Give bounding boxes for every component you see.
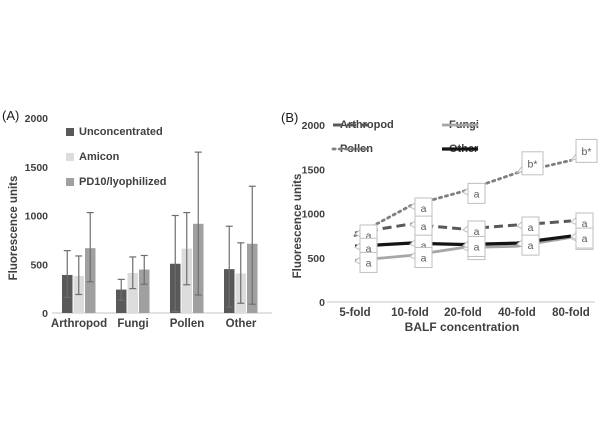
callout-Pollen-80-fold: b* xyxy=(569,138,598,163)
legend-item-Fungi: Fungi xyxy=(442,119,479,131)
panel-b-xtick: 5-fold xyxy=(339,307,370,319)
callout-Other-40-fold: a xyxy=(516,234,540,256)
bar-Fungi-Unconcentrated xyxy=(116,289,127,313)
legend-label: Amicon xyxy=(79,151,120,163)
legend-line-swatch-icon xyxy=(331,147,371,151)
legend-line-swatch-icon xyxy=(442,123,478,127)
svg-text:a: a xyxy=(582,218,588,230)
panel-b-ytick: 2000 xyxy=(302,120,326,132)
callout-Arthropod-40-fold: a xyxy=(516,216,540,238)
panel-b-ytick: 1500 xyxy=(302,164,326,176)
legend-item-PD10/lyophilized: PD10/lyophilized xyxy=(66,176,166,188)
callout-Pollen-40-fold: b* xyxy=(515,151,544,176)
svg-text:b*: b* xyxy=(582,146,592,158)
svg-text:a: a xyxy=(474,188,480,200)
error-bar-Pollen-Unconcentrated xyxy=(171,214,179,313)
error-bar-Pollen-Amicon xyxy=(183,211,191,286)
svg-text:a: a xyxy=(366,243,372,255)
error-bar-Other-Unconcentrated xyxy=(225,225,233,308)
svg-text:a: a xyxy=(366,230,372,242)
panel-b-line-chart: 0 500 1000 1500 2000 5-fold 10-fold 20-fold 40-f… xyxy=(302,120,598,319)
svg-text:a: a xyxy=(582,233,588,245)
panel-b-xtick: 80-fold xyxy=(552,307,590,319)
legend-item-Pollen: Pollen xyxy=(331,143,442,155)
panel-a-label: (A) xyxy=(2,108,20,123)
panel-b-xtick: 40-fold xyxy=(498,307,536,319)
svg-text:b*: b* xyxy=(528,158,538,170)
legend-swatch-icon xyxy=(66,128,74,136)
panel-b-xtick: 10-fold xyxy=(391,307,429,319)
panel-b-xtick: 20-fold xyxy=(444,307,482,319)
callout-Other-80-fold: a xyxy=(570,227,594,249)
legend-swatch-icon xyxy=(66,178,74,186)
svg-text:a: a xyxy=(421,253,427,265)
callout-Pollen-10-fold: a xyxy=(409,197,433,219)
panel-b-ytick: 1000 xyxy=(302,209,326,221)
svg-text:a: a xyxy=(474,241,480,253)
error-bar-Fungi-PD10/lyophilized xyxy=(140,254,148,285)
error-bar-Other-PD10/lyophilized xyxy=(248,185,256,305)
panel-a-ytick: 1500 xyxy=(25,162,49,174)
panel-b-x-axis-title: BALF concentration xyxy=(404,320,520,334)
panel-a-category-label: Other xyxy=(226,318,257,330)
panel-a-legend: Unconcentrated Amicon PD10/lyophilized xyxy=(66,126,166,188)
legend-line-swatch-icon xyxy=(333,123,369,127)
panel-a-ytick: 500 xyxy=(30,259,48,271)
svg-text:a: a xyxy=(421,240,427,252)
legend-label: Unconcentrated xyxy=(79,126,163,138)
legend-swatch-icon xyxy=(66,153,74,161)
panel-b-label: (B) xyxy=(281,110,299,125)
callout-Other-20-fold: a xyxy=(462,235,486,257)
panel-a-category-label: Fungi xyxy=(117,318,148,330)
error-bar-Fungi-Unconcentrated xyxy=(117,278,125,301)
svg-text:a: a xyxy=(528,222,534,234)
callout-Fungi-10-fold: a xyxy=(409,247,433,269)
error-bar-Pollen-PD10/lyophilized xyxy=(194,151,202,296)
panel-a-ytick: 2000 xyxy=(25,113,49,125)
legend-item-Other: Other xyxy=(442,143,479,155)
legend-label: PD10/lyophilized xyxy=(79,176,167,188)
error-bar-Arthropod-Amicon xyxy=(75,255,83,296)
error-bar-Fungi-Amicon xyxy=(129,256,137,290)
panel-a-ytick: 1000 xyxy=(25,211,49,223)
bar-Fungi-PD10/lyophilized xyxy=(139,269,150,313)
error-bar-Other-Amicon xyxy=(237,242,245,304)
panel-b-ytick: 0 xyxy=(319,297,325,309)
legend-line-swatch-icon xyxy=(442,147,478,151)
callout-Arthropod-10-fold: a xyxy=(409,215,433,237)
legend-item-Arthropod: Arthropod xyxy=(333,119,442,131)
panel-a-category-label: Pollen xyxy=(170,318,205,330)
callout-Fungi-5-fold: a xyxy=(354,251,378,273)
svg-text:a: a xyxy=(366,257,372,269)
panel-a-ytick: 0 xyxy=(42,308,48,320)
svg-text:a: a xyxy=(421,221,427,233)
error-bar-Arthropod-Unconcentrated xyxy=(63,250,71,298)
svg-text:a: a xyxy=(528,240,534,252)
panel-a-category-label: Arthropod xyxy=(51,318,107,330)
callout-Pollen-20-fold: a xyxy=(462,182,486,204)
legend-item-Unconcentrated: Unconcentrated xyxy=(66,126,166,138)
legend-item-Amicon: Amicon xyxy=(66,151,166,163)
svg-text:a: a xyxy=(421,203,427,215)
bar-Fungi-Amicon xyxy=(127,273,138,313)
svg-text:a: a xyxy=(474,226,480,238)
panel-b-ytick: 500 xyxy=(307,253,325,265)
error-bar-Arthropod-PD10/lyophilized xyxy=(86,211,94,283)
panel-a-bar-chart: 0 500 1000 1500 2000 Arthropod Fungi Pollen Othe… xyxy=(25,113,272,330)
